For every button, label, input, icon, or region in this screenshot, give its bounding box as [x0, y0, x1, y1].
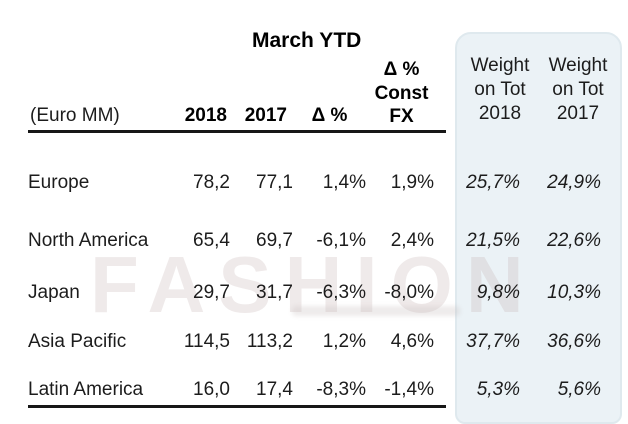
value-delta: 1,2%	[322, 331, 366, 352]
value-2018: 65,4	[193, 230, 230, 251]
column-header-delta: Δ %	[311, 105, 348, 126]
value-2017: 69,7	[256, 230, 293, 251]
table-row-latin-america: Latin America 16,0 17,4 -8,3% -1,4% 5,3%…	[28, 379, 601, 401]
weight-2017-line1: Weight	[548, 55, 608, 76]
region-label: Japan	[28, 282, 80, 303]
value-delta-const-fx: 1,9%	[390, 172, 434, 193]
column-header-2017: 2017	[244, 105, 287, 126]
region-label: North America	[28, 230, 149, 251]
region-label: Asia Pacific	[28, 331, 127, 352]
value-2017: 77,1	[256, 172, 293, 193]
value-delta: 1,4%	[322, 172, 366, 193]
watermark-subtext	[292, 306, 460, 316]
weight-2018-line1: Weight	[470, 55, 530, 76]
value-weight-2018: 9,8%	[476, 282, 520, 303]
watermark-text: FASHION	[90, 240, 537, 329]
column-header-weight-2017: Weight on Tot 2017	[532, 54, 624, 126]
value-2018: 114,5	[183, 331, 230, 352]
delta-const-fx-line1: Δ %	[383, 59, 420, 80]
region-label: Latin America	[28, 379, 144, 400]
table-row-north-america: North America 65,4 69,7 -6,1% 2,4% 21,5%…	[28, 230, 601, 252]
value-weight-2018: 21,5%	[466, 230, 520, 251]
value-weight-2018: 25,7%	[466, 172, 520, 193]
column-header-weight-2018: Weight on Tot 2018	[455, 54, 545, 126]
value-2018: 78,2	[193, 172, 230, 193]
value-delta: -6,1%	[316, 230, 366, 251]
value-2017: 113,2	[246, 331, 293, 352]
value-delta-const-fx: 2,4%	[390, 230, 434, 251]
delta-const-fx-line2: Const	[374, 82, 429, 104]
region-label: Europe	[28, 172, 90, 193]
table-row-asia-pacific: Asia Pacific 114,5 113,2 1,2% 4,6% 37,7%…	[28, 331, 601, 353]
table-row-japan: Japan 29,7 31,7 -6,3% -8,0% 9,8% 10,3%	[28, 282, 601, 304]
value-weight-2017: 22,6%	[547, 230, 601, 251]
value-delta: -6,3%	[316, 282, 366, 303]
weight-2017-line2: on Tot	[552, 79, 604, 100]
column-header-delta-const-fx: Δ % Const FX	[366, 58, 437, 129]
value-2017: 31,7	[256, 282, 293, 303]
value-2017: 17,4	[256, 379, 293, 400]
table-title: March YTD	[252, 29, 362, 52]
weight-2017-line3: 2017	[556, 103, 600, 124]
table-row-europe: Europe 78,2 77,1 1,4% 1,9% 25,7% 24,9%	[28, 172, 601, 194]
delta-const-fx-line3: FX	[389, 106, 414, 127]
weight-2018-line3: 2018	[478, 103, 522, 124]
value-2018: 16,0	[193, 379, 230, 400]
column-header-2018: 2018	[184, 105, 227, 126]
header-rule	[28, 130, 446, 133]
unit-label: (Euro MM)	[30, 105, 120, 126]
value-weight-2017: 36,6%	[547, 331, 601, 352]
value-weight-2017: 24,9%	[547, 172, 601, 193]
value-delta-const-fx: -1,4%	[384, 379, 434, 400]
value-weight-2018: 5,3%	[476, 379, 520, 400]
weight-2018-line2: on Tot	[474, 79, 526, 100]
weight-columns-panel	[455, 32, 622, 424]
value-weight-2017: 5,6%	[557, 379, 601, 400]
value-delta: -8,3%	[316, 379, 366, 400]
value-delta-const-fx: -8,0%	[384, 282, 434, 303]
value-delta-const-fx: 4,6%	[390, 331, 434, 352]
value-weight-2018: 37,7%	[466, 331, 520, 352]
value-weight-2017: 10,3%	[547, 282, 601, 303]
footer-rule	[28, 405, 446, 408]
column-header-row: (Euro MM) 2018 2017 Δ %	[28, 105, 366, 127]
value-2018: 29,7	[193, 282, 230, 303]
